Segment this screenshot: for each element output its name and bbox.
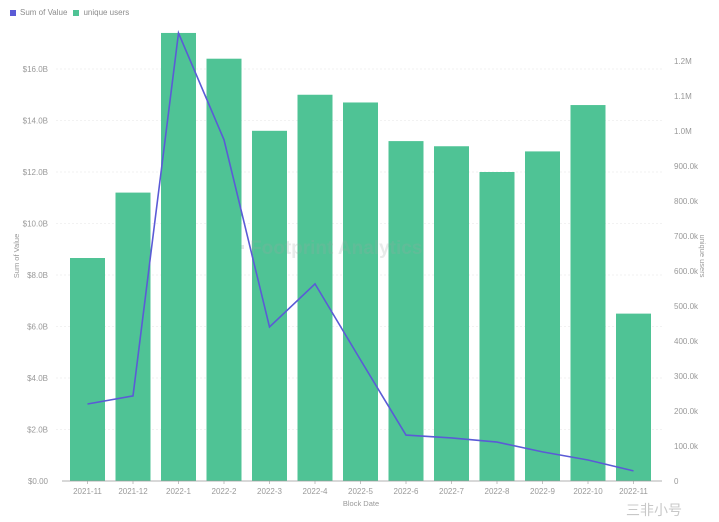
y-tick-label: $12.0B <box>23 168 48 177</box>
bar[interactable] <box>161 32 196 481</box>
bar[interactable] <box>297 94 333 481</box>
bar[interactable] <box>206 58 242 481</box>
y2-tick-label: 300.0k <box>674 372 699 381</box>
x-tick-label: 2022-5 <box>348 487 373 496</box>
bar[interactable] <box>388 141 424 481</box>
y-tick-label: $14.0B <box>23 117 48 126</box>
left-axis-label: Sum of Value <box>12 234 21 278</box>
chart-legend: Sum of Value unique users <box>10 8 135 17</box>
bar[interactable] <box>252 130 287 482</box>
x-tick-label: 2022-7 <box>439 487 464 496</box>
x-axis-label: Block Date <box>343 499 379 508</box>
right-axis-label: unique users <box>698 235 707 278</box>
x-tick-label: 2022-3 <box>257 487 282 496</box>
bar[interactable] <box>616 313 651 481</box>
x-tick-label: 2022-8 <box>485 487 510 496</box>
left-axis-ticks: $0.00 $2.0B $4.0B $6.0B $8.0B $10.0B $12.0B $14… <box>23 65 49 486</box>
legend-label: unique users <box>83 8 130 17</box>
legend-item-unique-users[interactable]: unique users <box>73 8 129 17</box>
right-axis-ticks: 0 100.0k 200.0k 300.0k 400.0k 500.0k 600.0k 700… <box>674 57 699 486</box>
y2-tick-label: 900.0k <box>674 162 699 171</box>
y-tick-label: $10.0B <box>23 220 48 229</box>
bar[interactable] <box>525 151 560 481</box>
y-tick-label: $4.0B <box>27 374 48 383</box>
bar-series <box>70 32 651 482</box>
legend-swatch-icon <box>10 9 16 16</box>
y2-tick-label: 100.0k <box>674 442 699 451</box>
gridlines <box>56 68 662 430</box>
x-axis-ticks: 2021-11 2021-12 2022-1 2022-2 2022-3 2022-4 20… <box>73 481 648 496</box>
y2-tick-label: 1.2M <box>674 57 692 66</box>
y2-tick-label: 1.0M <box>674 127 692 136</box>
bar[interactable] <box>479 172 515 481</box>
x-tick-label: 2022-10 <box>573 487 603 496</box>
y2-tick-label: 200.0k <box>674 407 699 416</box>
x-tick-label: 2022-4 <box>303 487 328 496</box>
y2-tick-label: 0 <box>674 477 679 486</box>
y2-tick-label: 700.0k <box>674 232 699 241</box>
legend-label: Sum of Value <box>20 8 68 17</box>
y-tick-label: $8.0B <box>27 271 48 280</box>
x-tick-label: 2022-6 <box>394 487 419 496</box>
bar[interactable] <box>434 146 469 481</box>
y-tick-label: $0.00 <box>28 477 49 486</box>
corner-watermark: 三非小号 <box>626 503 682 519</box>
y2-tick-label: 400.0k <box>674 337 699 346</box>
y2-tick-label: 800.0k <box>674 197 699 206</box>
bar[interactable] <box>570 105 606 482</box>
watermark-text: Footprint Analytics <box>250 238 422 259</box>
x-tick-label: 2022-9 <box>530 487 555 496</box>
y-tick-label: $2.0B <box>27 426 48 435</box>
x-tick-label: 2021-12 <box>118 487 148 496</box>
bar[interactable] <box>115 192 151 481</box>
y2-tick-label: 600.0k <box>674 267 699 276</box>
x-tick-label: 2022-1 <box>166 487 191 496</box>
x-tick-label: 2022-2 <box>212 487 237 496</box>
y2-tick-label: 1.1M <box>674 92 692 101</box>
legend-item-sum-of-value[interactable]: Sum of Value <box>10 8 67 17</box>
legend-swatch-icon <box>73 9 80 16</box>
x-tick-label: 2022-11 <box>619 487 648 496</box>
y-tick-label: $16.0B <box>23 65 48 74</box>
x-tick-label: 2021-11 <box>73 487 102 496</box>
y-tick-label: $6.0B <box>27 323 48 332</box>
line-series <box>87 29 634 472</box>
bar[interactable] <box>343 102 378 481</box>
y2-tick-label: 500.0k <box>674 302 699 311</box>
bar[interactable] <box>70 258 105 481</box>
